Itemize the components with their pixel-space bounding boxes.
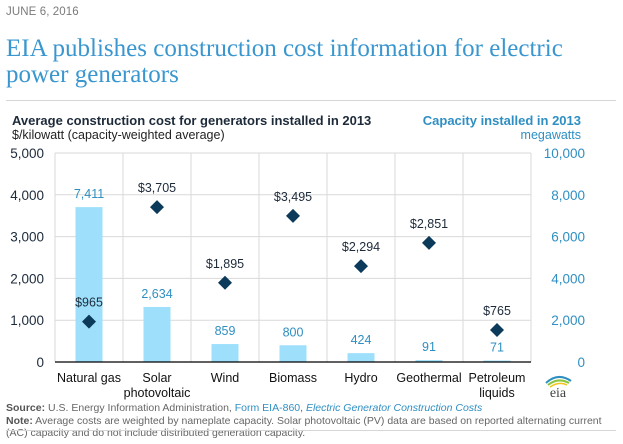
right-axis-label: megawatts (520, 128, 581, 142)
cost-label: $965 (75, 296, 103, 310)
category-label: Solar (142, 371, 171, 385)
left-tick-label: 4,000 (10, 188, 44, 203)
category-label: Hydro (344, 371, 377, 385)
cost-diamond (286, 208, 300, 223)
capacity-label: 7,411 (74, 187, 104, 201)
right-tick-label: 8,000 (551, 188, 585, 203)
capacity-bars (75, 207, 511, 363)
category-label: liquids (479, 386, 514, 400)
category-label: Wind (211, 371, 240, 385)
note-line: Note: Average costs are weighted by name… (6, 415, 616, 440)
source-label: Source: (6, 402, 46, 414)
right-tick-label: 0 (577, 355, 585, 370)
cost-diamond (422, 235, 436, 250)
category-label: photovoltaic (124, 386, 191, 400)
right-tick-label: 2,000 (551, 313, 585, 328)
eia-logo: eia (545, 376, 572, 399)
data-labels: 7,411 $965 2,634 $3,705 859 $1,895 800 $3,495 42… (74, 181, 511, 354)
cost-diamond (218, 275, 232, 290)
capacity-label: 91 (422, 340, 436, 354)
capacity-bar (415, 360, 443, 362)
cost-markers (82, 200, 504, 338)
left-axis-label: $/kilowatt (capacity-weighted average) (12, 128, 225, 142)
construction-costs-link[interactable]: Electric Generator Construction Costs (305, 402, 483, 414)
capacity-bar (143, 306, 171, 362)
cost-diamond (82, 314, 96, 329)
chart-footer: Source: U.S. Energy Information Administ… (6, 402, 616, 440)
header-divider (6, 100, 616, 101)
category-label: Natural gas (57, 371, 121, 385)
article-date: JUNE 6, 2016 (6, 6, 79, 18)
logo-text: eia (550, 386, 567, 399)
note-text: Average costs are weighted by nameplate … (6, 414, 602, 440)
cost-diamond (354, 259, 368, 274)
left-tick-label: 3,000 (10, 230, 44, 245)
cost-diamond (150, 200, 164, 215)
cost-label: $2,851 (410, 217, 448, 231)
left-tick-label: 0 (36, 355, 44, 370)
right-tick-label: 4,000 (551, 271, 585, 286)
form-eia-860-link[interactable]: Form EIA-860 (234, 402, 301, 414)
article-headline[interactable]: EIA publishes construction cost informat… (6, 35, 563, 88)
capacity-bar (211, 344, 239, 362)
footer-divider (6, 430, 616, 431)
cost-label: $765 (483, 304, 511, 318)
capacity-label: 859 (215, 324, 236, 338)
note-label: Note: (6, 414, 33, 427)
capacity-bar (483, 360, 511, 363)
category-label: Geothermal (396, 371, 461, 385)
capacity-label: 2,634 (141, 287, 172, 301)
capacity-label: 424 (351, 333, 372, 347)
cost-label: $1,895 (206, 257, 244, 271)
gridlines (54, 152, 532, 362)
logo-arc-blue (545, 376, 572, 384)
chart-svg: 7,411 $965 2,634 $3,705 859 $1,895 800 $3,495 42… (10, 146, 585, 400)
left-tick-label: 2,000 (10, 271, 44, 286)
capacity-label: 800 (283, 325, 304, 339)
category-label: Biomass (269, 371, 317, 385)
left-tick-label: 5,000 (10, 146, 44, 161)
logo-arc-yellow (549, 382, 568, 388)
left-tick-label: 1,000 (10, 313, 44, 328)
cost-label: $3,705 (138, 181, 176, 195)
source-separator: , (300, 402, 306, 414)
right-tick-label: 6,000 (551, 230, 585, 245)
source-line: Source: U.S. Energy Information Administ… (6, 402, 616, 415)
capacity-bar (279, 345, 307, 362)
cost-label: $2,294 (342, 240, 380, 254)
cost-diamond (490, 323, 504, 338)
source-text: U.S. Energy Information Administration, (45, 402, 235, 414)
right-axis-title: Capacity installed in 2013 (422, 113, 581, 128)
chart-title: Average construction cost for generators… (12, 113, 372, 128)
category-label: Petroleum (469, 371, 526, 385)
axes: 0 1,000 2,000 3,000 4,000 5,000 0 2,000 4,000 6,0… (10, 146, 585, 400)
logo-arc-green (547, 379, 570, 386)
right-tick-label: 10,000 (544, 146, 585, 161)
cost-label: $3,495 (274, 190, 312, 204)
capacity-bar (347, 353, 375, 362)
capacity-label: 71 (490, 341, 504, 355)
capacity-bar (75, 207, 103, 362)
